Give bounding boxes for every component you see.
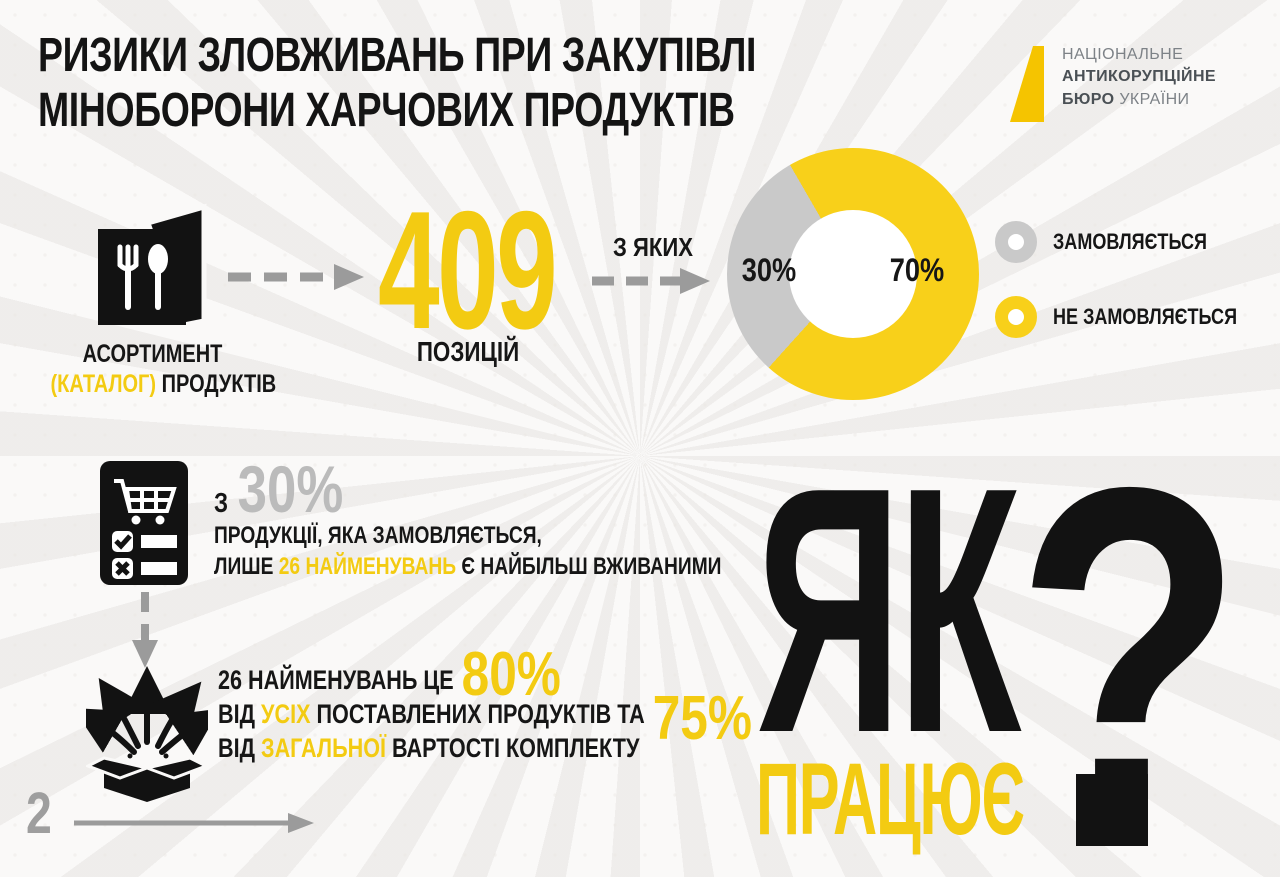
legend-ring-gray-icon [995,221,1037,263]
nabu-logo-line2: АНТИКОРУПЦІЙНЕ [1062,68,1216,86]
box-stat-line1: 26 НАЙМЕНУВАНЬ ЦЕ 80% [218,640,561,709]
donut-value-not-ordered: 70% [889,252,945,288]
open-box-arrows-icon [86,666,208,802]
big-question-word: ЯК [756,415,1021,806]
nabu-logo: НАЦІОНАЛЬНЕ АНТИКОРУПЦІЙНЕ БЮРО УКРАЇНИ [1006,44,1216,126]
catalog-label-line2: (КАТАЛОГ) ПРОДУКТІВ [50,369,277,398]
legend-item-ordered: ЗАМОВЛЯЄТЬСЯ [995,221,1241,263]
legend-label-ordered: ЗАМОВЛЯЄТЬСЯ [1053,229,1207,254]
legend-label-not-ordered: НЕ ЗАМОВЛЯЄТЬСЯ [1053,304,1238,329]
dashed-arrow-right-icon [592,268,710,294]
nabu-yellow-wedge-icon [1010,46,1044,122]
menu-fork-spoon-icon [98,203,207,328]
cart-stat-line1: ПРОДУКЦІЇ, ЯКА ЗАМОВЛЯЄТЬСЯ, [214,522,542,549]
page-title-line1: РИЗИКИ ЗЛОВЖИВАНЬ ПРИ ЗАКУПІВЛІ [38,29,757,82]
nabu-logo-line3: БЮРО УКРАЇНИ [1062,90,1190,108]
cart-stat-percent: 30% [237,452,344,526]
legend-ring-yellow-icon [995,296,1037,338]
cart-checklist-icon [100,461,188,585]
nabu-logo-line1: НАЦІОНАЛЬНЕ [1062,46,1184,63]
box-stat-text: 26 НАЙМЕНУВАНЬ ЦЕ 80% ВІД УСІХ ПОСТАВЛЕНИХ … [218,640,752,765]
catalog-label-line1: АСОРТИМЕНТ [82,340,223,368]
cart-stat-headline: З 30% [214,452,721,526]
box-stat-percent2: 75% [652,683,752,753]
dashed-arrow-right-icon [228,264,364,290]
positions-count: 409 [378,176,558,364]
of-which-label: З ЯКИХ [612,232,693,262]
dashed-arrow-down-icon [132,592,158,668]
box-stat-line2: ВІД УСІХ ПОСТАВЛЕНИХ ПРОДУКТІВ ТА 75% [218,683,752,753]
positions-count-label: ПОЗИЦІЙ [416,336,520,367]
nabu-logo-text: НАЦІОНАЛЬНЕ АНТИКОРУПЦІЙНЕ БЮРО УКРАЇНИ [1062,44,1216,111]
donut-value-ordered: 30% [741,252,797,288]
box-stat-line3: ВІД ЗАГАЛЬНОЇ ВАРТОСТІ КОМПЛЕКТУ [218,732,640,763]
box-stat-percent1: 80% [461,640,561,709]
donut-hole [789,210,917,338]
legend-item-not-ordered: НЕ ЗАМОВЛЯЄТЬСЯ [995,296,1277,338]
page-number: 2 [26,781,52,846]
cart-stat-prefix: З [214,487,229,518]
page-title-line2: МІНОБОРОНИ ХАРЧОВИХ ПРОДУКТІВ [38,84,735,138]
page-arrow-right-icon [74,813,314,833]
big-question-subtitle: ПРАЦЮЄ [756,742,1025,856]
cart-stat-line2: ЛИШЕ 26 НАЙМЕНУВАНЬ Є НАЙБІЛЬШ ВЖИВАНИМИ [214,553,722,581]
catalog-label: АСОРТИМЕНТ (КАТАЛОГ) ПРОДУКТІВ [50,340,277,399]
cart-stat-text: З 30% ПРОДУКЦІЇ, ЯКА ЗАМОВЛЯЄТЬСЯ, ЛИШЕ 2… [214,452,722,582]
question-mark-square-dot [1076,774,1148,846]
donut-chart: 30% 70% [727,148,979,400]
page-title: РИЗИКИ ЗЛОВЖИВАНЬ ПРИ ЗАКУПІВЛІ МІНОБОРО… [38,28,756,138]
